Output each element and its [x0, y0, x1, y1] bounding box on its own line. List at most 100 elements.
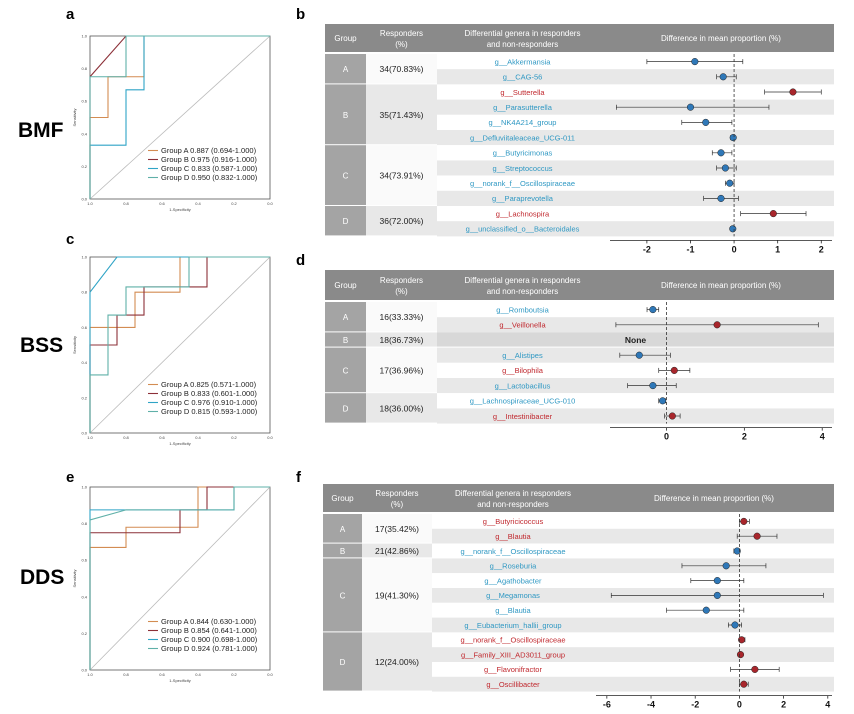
genus-row	[437, 69, 834, 85]
mean-point	[702, 606, 710, 614]
x-tick-label: 0.4	[195, 201, 201, 206]
row-label-bmf: BMF	[18, 119, 64, 142]
group-label: D	[343, 404, 349, 413]
x-tick-label: 0.0	[267, 672, 273, 677]
group-label: D	[343, 217, 349, 226]
header-difference: Difference in mean proportion (%)	[661, 34, 781, 43]
genus-label: g__Bilophila	[502, 366, 544, 375]
genus-row	[437, 114, 834, 130]
y-tick-label: 1.0	[81, 34, 87, 39]
responders-value: 35(71.43%)	[380, 110, 424, 120]
table-header	[323, 484, 834, 512]
reference-diagonal	[89, 486, 271, 671]
mean-point	[751, 665, 759, 673]
x-axis-label: 1-Specificity	[169, 441, 191, 446]
y-tick-label: 0.0	[81, 431, 87, 436]
y-tick-label: 0.6	[81, 99, 87, 104]
mean-point	[736, 651, 745, 659]
mean-point	[659, 397, 667, 405]
responders-value: 12(24.00%)	[375, 657, 419, 667]
legend-entry: Group D 0.924 (0.781-1.000)	[161, 644, 258, 653]
group-cell	[325, 347, 366, 393]
genus-row	[432, 617, 834, 633]
reference-diagonal	[89, 256, 271, 434]
legend-entry: Group B 0.854 (0.641-1.000)	[161, 626, 257, 635]
header-genera: Differential genera in responders	[465, 276, 581, 285]
row-label-dds: DDS	[20, 566, 64, 589]
y-tick-label: 1.0	[81, 255, 87, 260]
genus-row	[437, 54, 834, 70]
header-group: Group	[331, 494, 354, 503]
table-panel-d: Group Responders (%) Differential genera in…	[325, 270, 834, 442]
group-cell	[323, 514, 362, 543]
mean-point	[717, 194, 725, 202]
roc-curve-group-d	[89, 256, 270, 433]
responders-value: 19(41.30%)	[375, 590, 419, 600]
x-tick-label: 1.0	[87, 435, 93, 440]
legend-entry: Group B 0.975 (0.916-1.000)	[161, 155, 257, 164]
header-responders-pct: (%)	[395, 287, 408, 296]
genus-row	[437, 206, 834, 222]
x-tick-label: 2	[819, 244, 824, 254]
responders-value: 34(73.91%)	[380, 171, 424, 181]
header-group: Group	[334, 34, 357, 43]
mean-point	[740, 517, 748, 525]
panel-label-b: b	[296, 6, 305, 23]
responders-cell	[366, 206, 437, 236]
genus-label: g__Eubacterium_hallii_group	[464, 621, 561, 630]
mean-point	[721, 164, 729, 172]
x-tick-label: 0.8	[123, 435, 129, 440]
roc-panel-c: 1.00.80.60.40.20.01.0 0.8 0.6 0.4 0.2 0.0Sens…	[72, 255, 274, 447]
panel-label-d: d	[296, 252, 305, 269]
table-panel-f: Group Responders (%) Differential genera in…	[323, 484, 834, 710]
genus-label: g__Lactobacillus	[495, 381, 551, 390]
legend-entry: Group C 0.976 (0.910-1.000)	[161, 398, 258, 407]
mean-point	[729, 225, 737, 233]
responders-cell	[366, 393, 437, 423]
group-cell	[323, 558, 362, 632]
x-tick-label: 1	[775, 244, 780, 254]
group-cell	[323, 632, 362, 691]
genus-row	[437, 84, 834, 100]
y-tick-label: 0.6	[81, 558, 87, 563]
roc-panel-e: 1.00.80.60.40.20.01.0 0.8 0.6 0.4 0.2 0.0Sens…	[72, 485, 274, 684]
x-tick-label: 0.6	[159, 672, 165, 677]
mean-point	[789, 88, 797, 96]
responders-value: 17(36.96%)	[380, 365, 424, 375]
panel-label-c: c	[66, 231, 74, 248]
y-axis-label: Sensitivity	[72, 108, 77, 126]
y-tick-label: 0.0	[81, 197, 87, 202]
genus-label: g__Blautia	[495, 606, 531, 615]
responders-value: 18(36.73%)	[380, 335, 424, 345]
genus-label: g__Alistipes	[502, 351, 543, 360]
x-tick-label: 4	[825, 700, 830, 710]
responders-cell	[362, 632, 432, 691]
x-tick-label: 0.8	[123, 672, 129, 677]
genus-label: g__Parasutterella	[493, 103, 553, 112]
genus-label: g__Agathobacter	[484, 576, 542, 585]
genus-label: g__Family_XIII_AD3011_group	[461, 650, 565, 659]
group-cell	[325, 54, 366, 84]
group-cell	[325, 206, 366, 236]
x-tick-label: 2	[781, 700, 786, 710]
mean-point	[713, 577, 721, 585]
responders-cell	[366, 332, 437, 347]
genus-label: g__Lachnospiraceae_UCG-010	[470, 397, 576, 406]
group-cell	[325, 84, 366, 145]
header-difference: Difference in mean proportion (%)	[661, 281, 781, 290]
legend-entry: Group D 0.950 (0.832-1.000)	[161, 173, 258, 182]
header-responders: Responders	[375, 489, 418, 498]
header-group: Group	[334, 281, 357, 290]
mean-point	[731, 621, 739, 629]
genus-row	[432, 647, 834, 662]
genus-label: g__unclassified_o__Bacteroidales	[466, 225, 580, 234]
genus-row	[432, 662, 834, 677]
mean-point	[729, 134, 737, 142]
genus-row	[437, 302, 834, 318]
genus-label: g__norank_f__Oscillospiraceae	[460, 547, 565, 556]
group-label: A	[343, 65, 349, 74]
genus-label: g__NK4A214_group	[489, 118, 557, 127]
genus-row	[437, 362, 834, 378]
none-row	[437, 332, 834, 347]
